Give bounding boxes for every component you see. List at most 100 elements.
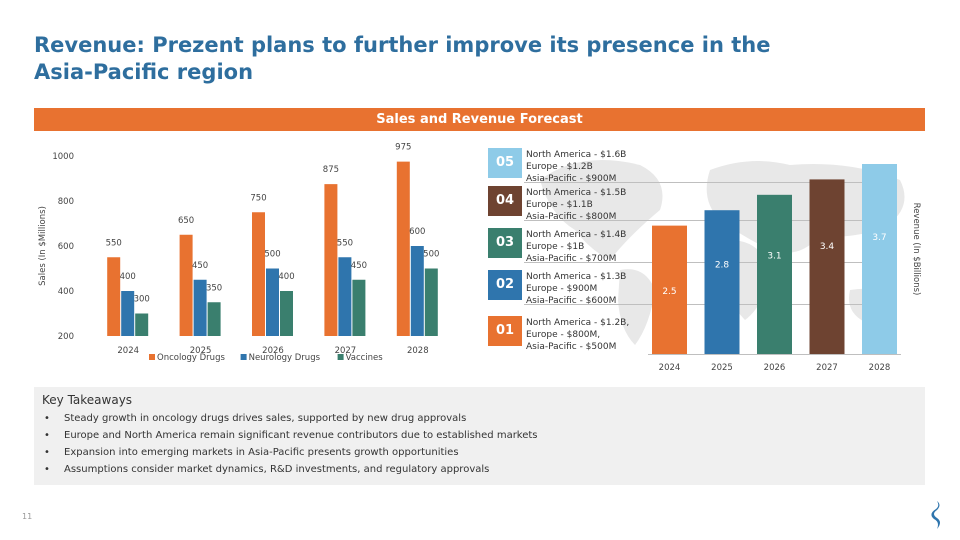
bar (107, 257, 121, 336)
region-line: Europe - $1.2B (526, 162, 593, 172)
bar (352, 279, 366, 336)
page-title: Revenue: Prezent plans to further improv… (34, 33, 771, 84)
y-axis-label: Sales (In $Millions) (38, 206, 48, 286)
region-text: North America - $1.6B Europe - $1.2B Asi… (526, 149, 626, 185)
data-label: 550 (106, 238, 122, 248)
legend-swatch (149, 354, 155, 360)
x-tick-label: 2024 (659, 363, 681, 373)
year-badge: 04 (488, 186, 522, 216)
bar (252, 212, 265, 336)
bar (207, 302, 221, 336)
legend-label: Oncology Drugs (157, 353, 225, 363)
region-row: 05 North America - $1.6B Europe - $1.2B … (488, 148, 894, 188)
region-line: Europe - $1.1B (526, 200, 593, 210)
bar (266, 268, 279, 336)
legend-swatch (337, 354, 344, 360)
x-tick-label: 2024 (117, 346, 139, 356)
region-row: 04 North America - $1.5B Europe - $1.1B … (488, 186, 894, 226)
data-label: 550 (337, 238, 353, 248)
bar (135, 313, 149, 336)
sales-bar-chart: 200 400 600 800 1000 Sales (In $Millions) 550 4… (38, 143, 439, 363)
region-text: North America - $1.4B Europe - $1B Asia-… (526, 229, 626, 265)
takeaway-item: Expansion into emerging markets in Asia-… (42, 444, 917, 461)
bar (179, 234, 193, 336)
region-text: North America - $1.3B Europe - $900M Asi… (526, 271, 626, 307)
revenue-bar (704, 210, 740, 354)
region-line: Europe - $800M, (526, 330, 601, 340)
region-line: North America - $1.6B (526, 150, 627, 160)
data-label: 450 (351, 261, 367, 271)
x-tick-label: 2028 (869, 363, 891, 373)
data-label: 450 (192, 261, 208, 271)
bar (324, 184, 338, 336)
revenue-bar (809, 179, 845, 354)
data-label: 500 (264, 250, 280, 260)
takeaway-item: Steady growth in oncology drugs drives s… (42, 410, 917, 427)
x-tick-label: 2028 (407, 346, 429, 356)
year-badge: 05 (488, 148, 522, 178)
legend-swatch (240, 354, 247, 360)
takeaways-list: Steady growth in oncology drugs drives s… (42, 410, 917, 478)
region-line: Asia-Pacific - $900M (526, 174, 617, 184)
x-tick-label: 2025 (711, 363, 733, 373)
region-row: 03 North America - $1.4B Europe - $1B As… (488, 228, 894, 268)
x-tick-label: 2026 (262, 346, 284, 356)
bar (193, 279, 207, 336)
legend-label: Vaccines (346, 353, 384, 363)
legend-label: Neurology Drugs (249, 353, 321, 363)
y-tick-label: 1000 (52, 152, 74, 162)
revenue-bar (862, 164, 897, 354)
y-tick-label: 600 (58, 242, 74, 252)
region-line: North America - $1.5B (526, 188, 627, 198)
region-line: North America - $1.4B (526, 230, 627, 240)
revenue-bar (652, 225, 687, 354)
bar (280, 291, 293, 336)
revenue-value-label: 2.8 (715, 261, 730, 271)
region-line: Asia-Pacific - $700M (526, 254, 617, 264)
revenue-bar (757, 194, 792, 354)
page-number: 11 (22, 512, 33, 521)
y-tick-label: 200 (58, 332, 74, 342)
data-label: 400 (278, 272, 294, 282)
revenue-value-label: 3.7 (872, 233, 886, 243)
company-logo-icon (931, 501, 940, 529)
bar (121, 291, 135, 336)
y-axis-label: Revenue (In $Billions) (911, 203, 921, 296)
region-line: Asia-Pacific - $800M (526, 212, 617, 222)
year-badge: 02 (488, 270, 522, 300)
data-label: 750 (250, 193, 266, 203)
region-row: 02 North America - $1.3B Europe - $900M … (488, 270, 894, 310)
region-line: Asia-Pacific - $500M (526, 342, 617, 352)
revenue-value-label: 3.1 (767, 251, 781, 261)
x-tick-label: 2027 (816, 363, 838, 373)
takeaway-item: Europe and North America remain signific… (42, 427, 917, 444)
x-tick-label: 2025 (190, 346, 212, 356)
data-label: 400 (120, 272, 136, 282)
bar (410, 246, 424, 336)
year-badge: 01 (488, 316, 522, 346)
y-tick-label: 800 (58, 197, 74, 207)
data-label: 350 (206, 283, 222, 293)
bar (424, 268, 438, 336)
data-label: 975 (395, 143, 411, 153)
data-label: 600 (409, 227, 425, 237)
x-tick-label: 2027 (335, 346, 357, 356)
region-line: North America - $1.3B (526, 272, 627, 282)
region-line: Europe - $900M (526, 284, 598, 294)
data-label: 650 (178, 216, 194, 226)
bar (338, 257, 352, 336)
region-line: Asia-Pacific - $600M (526, 296, 617, 306)
data-label: 875 (323, 165, 339, 175)
takeaways-heading: Key Takeaways (42, 393, 133, 407)
row-divider (524, 182, 894, 183)
region-text: North America - $1.5B Europe - $1.1B Asi… (526, 187, 626, 223)
region-text: North America - $1.2B, Europe - $800M, A… (526, 317, 629, 353)
section-banner: Sales and Revenue Forecast (34, 108, 925, 131)
data-label: 300 (134, 295, 150, 305)
region-line: Europe - $1B (526, 242, 585, 252)
revenue-value-label: 2.5 (662, 287, 676, 297)
y-tick-label: 400 (58, 287, 74, 297)
data-label: 500 (423, 250, 439, 260)
region-line: North America - $1.2B, (526, 318, 630, 328)
bar (396, 161, 410, 336)
